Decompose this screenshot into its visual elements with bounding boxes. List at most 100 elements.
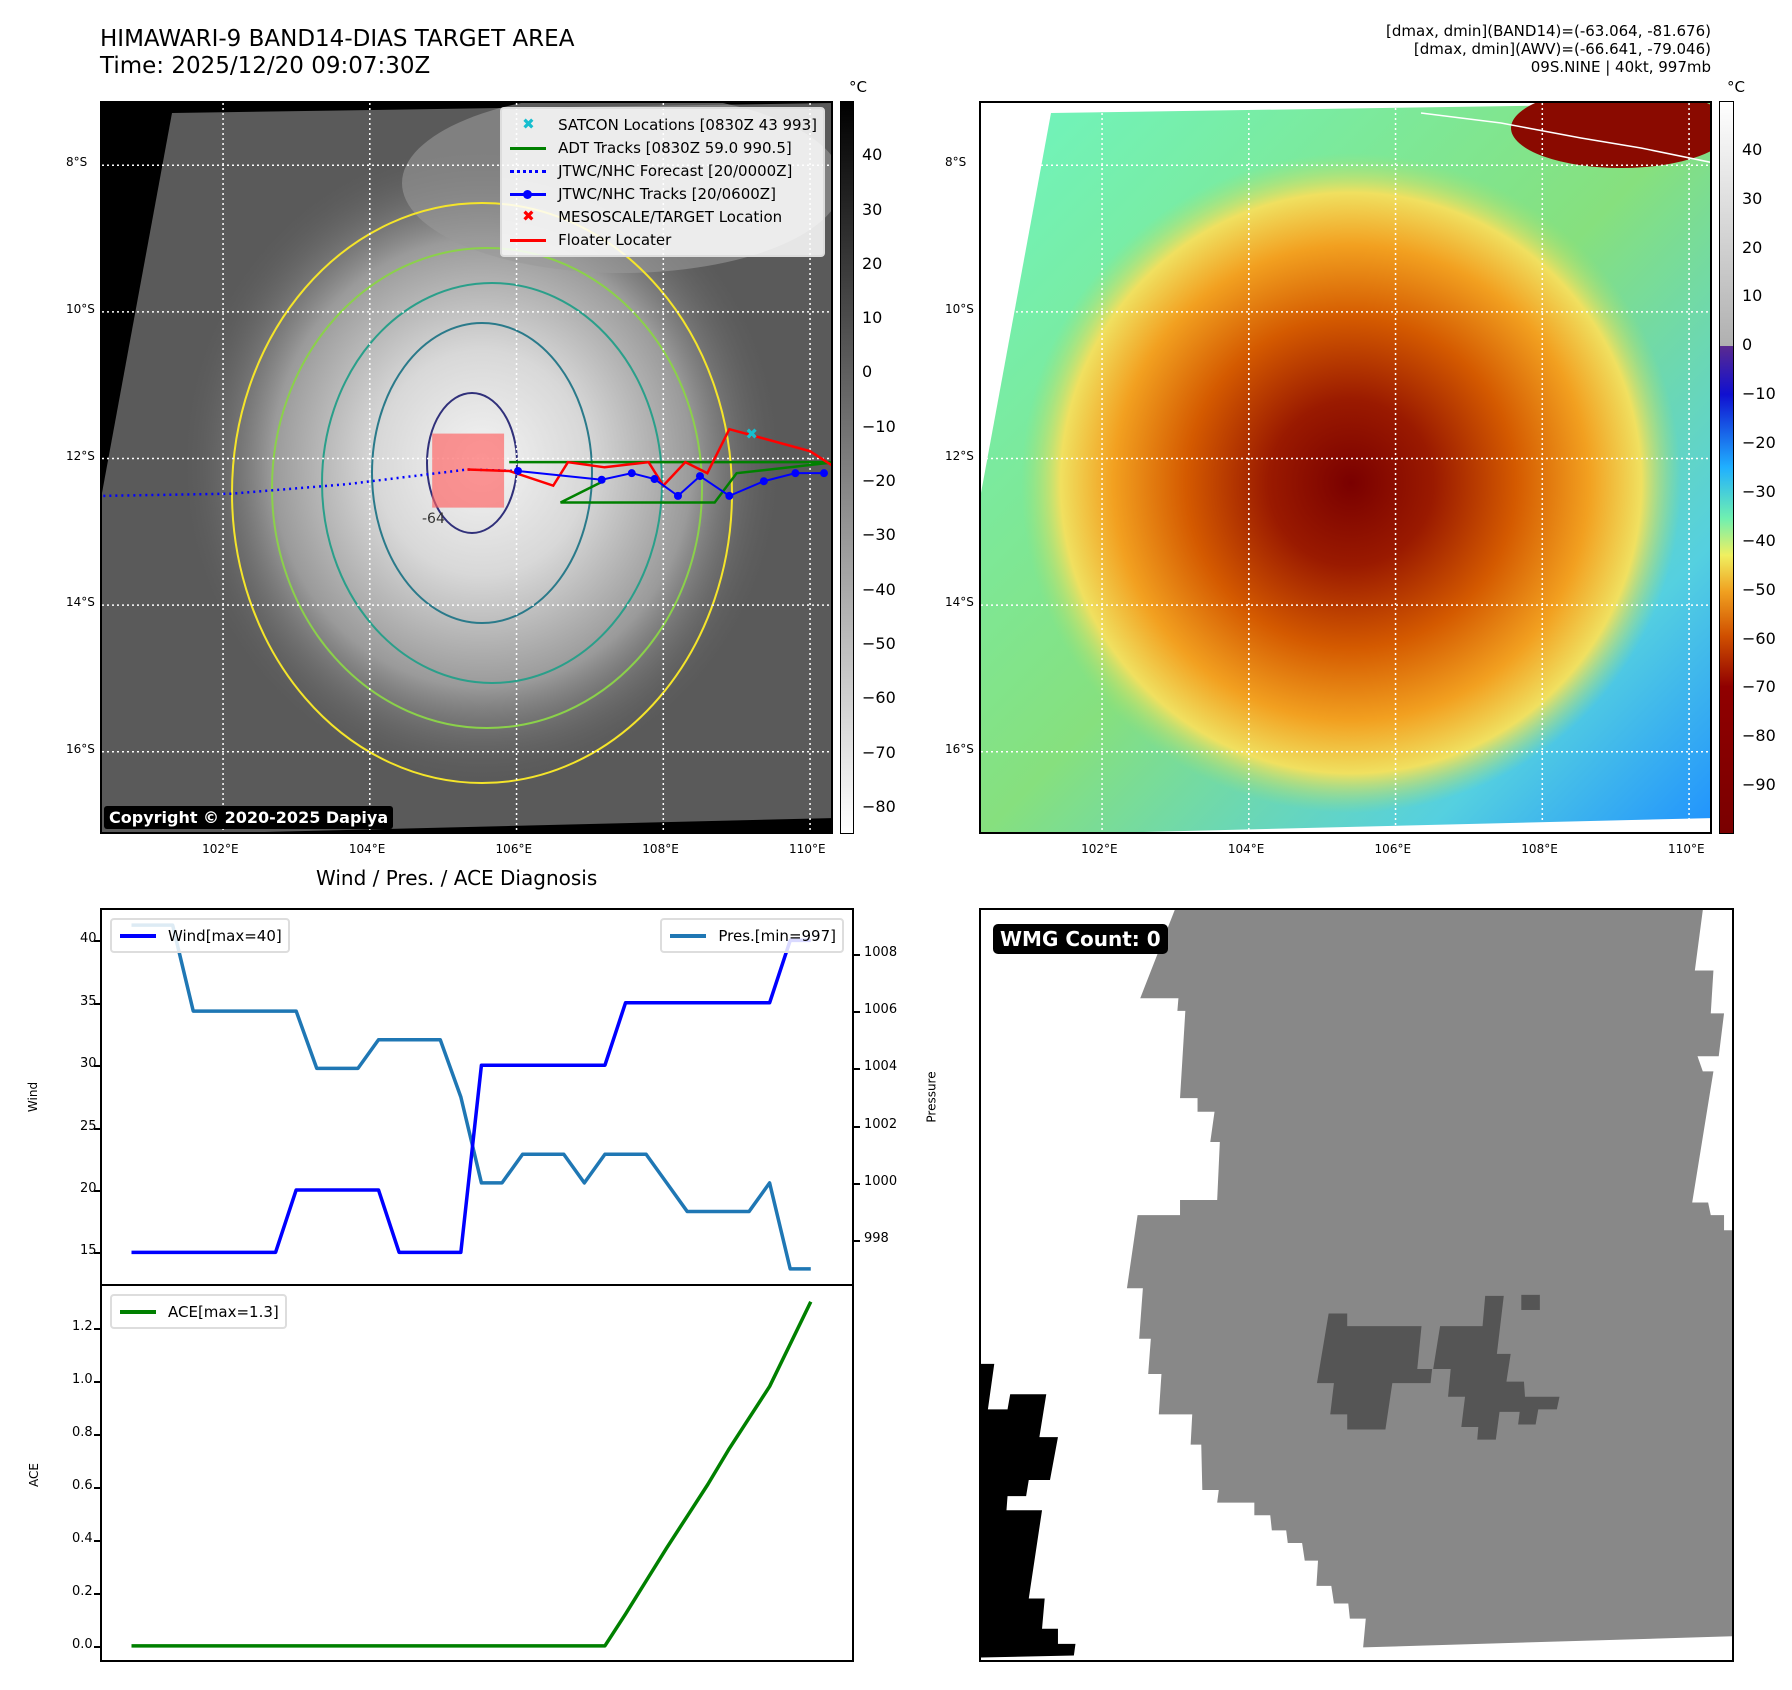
- pressure-tick-label: 1000: [864, 1173, 898, 1189]
- pressure-tick-mark: [854, 1068, 860, 1071]
- wind-axis-label: Wind: [26, 1081, 41, 1113]
- wind-tick-label: 25: [80, 1118, 97, 1134]
- line-icon: [508, 233, 548, 247]
- coastline: [1420, 112, 1710, 163]
- colorbar-tick-label: −60: [862, 688, 896, 708]
- ace-tick-label: 0.2: [72, 1583, 93, 1599]
- lat-tick-label: 8°S: [66, 155, 88, 170]
- floater-track-line: [467, 427, 831, 488]
- ace-tick-label: 0.8: [72, 1425, 93, 1441]
- right-colorbar-unit: °C: [1727, 78, 1745, 96]
- ace-legend: ACE[max=1.3]: [110, 1294, 287, 1329]
- colorbar-tick-label: 0: [1742, 335, 1753, 355]
- wind-tick-mark: [94, 1189, 100, 1192]
- legend-adt: ADT Tracks [0830Z 59.0 990.5]: [508, 136, 817, 159]
- colorbar-tick-label: −50: [862, 633, 896, 653]
- colorbar-tick-label: −70: [1742, 677, 1776, 697]
- pressure-tick-mark: [854, 953, 860, 956]
- wind-tick-mark: [94, 1127, 100, 1130]
- contour-lightgreen: [271, 247, 703, 729]
- lat-tick-label: 12°S: [66, 448, 95, 463]
- jtwc-track-point: [650, 475, 659, 484]
- ace-tick-mark: [94, 1592, 100, 1595]
- storm-cold-cloud: [1021, 153, 1681, 813]
- pressure-tick-mark: [854, 1182, 860, 1185]
- dotted-line-icon: [508, 164, 548, 178]
- ace-tick-label: 0.4: [72, 1530, 93, 1546]
- lat-tick-label: 8°S: [945, 155, 967, 170]
- colorbar-tick-label: −40: [862, 579, 896, 599]
- colorbar-tick-label: −10: [1742, 384, 1776, 404]
- line-icon: [668, 929, 708, 943]
- colorbar-tick-label: −30: [1742, 481, 1776, 501]
- legend-target: ✖ MESOSCALE/TARGET Location: [508, 205, 817, 228]
- color-map-canvas: [981, 103, 1710, 832]
- lon-tick-label: 106°E: [495, 842, 533, 856]
- pressure-legend: Pres.[min=997]: [660, 918, 844, 953]
- legend-label: ACE[max=1.3]: [168, 1302, 279, 1321]
- colorbar-tick-label: −50: [1742, 579, 1776, 599]
- line-icon: [508, 141, 548, 155]
- line-marker-icon: [508, 187, 548, 201]
- lon-tick-label: 102°E: [1081, 842, 1118, 856]
- legend-jtwc-tracks: JTWC/NHC Tracks [20/0600Z]: [508, 182, 817, 205]
- pressure-tick-label: 998: [864, 1231, 889, 1247]
- line-icon: [118, 929, 158, 943]
- ace-axis-label: ACE: [26, 1463, 41, 1487]
- wmg-warm-region: [981, 1363, 1076, 1658]
- lat-tick-label: 14°S: [945, 595, 974, 610]
- colorbar-tick-label: −40: [1742, 530, 1776, 550]
- satcon-marker: ✖: [745, 425, 758, 443]
- wind-tick-mark: [94, 1002, 100, 1005]
- ace-tick-mark: [94, 1539, 100, 1542]
- wmg-cold-region: [1316, 1313, 1433, 1430]
- colorbar-tick-label: 40: [1742, 139, 1763, 159]
- left-colorbar: [840, 101, 854, 834]
- legend-label: SATCON Locations [0830Z 43 993]: [558, 115, 817, 134]
- legend-label: Floater Locater: [558, 230, 672, 249]
- legend-label: MESOSCALE/TARGET Location: [558, 207, 783, 226]
- contour-label: -64: [422, 511, 445, 527]
- wind-line: [131, 938, 811, 1255]
- ace-line: [131, 1300, 813, 1648]
- colorbar-tick-label: 20: [862, 253, 883, 273]
- legend-label: JTWC/NHC Tracks [20/0600Z]: [558, 184, 776, 203]
- legend-label: Pres.[min=997]: [718, 926, 836, 945]
- lat-tick-label: 16°S: [66, 741, 95, 756]
- colorbar-tick-label: 30: [1742, 188, 1763, 208]
- pressure-tick-mark: [854, 1125, 860, 1128]
- colorbar-tick-label: −80: [1742, 726, 1776, 746]
- wind-pressure-chart: Wind[max=40] Pres.[min=997]: [100, 908, 854, 1286]
- awv-range: [dmax, dmin](AWV)=(-66.641, -79.046): [1413, 40, 1711, 58]
- figure-title: HIMAWARI-9 BAND14-DIAS TARGET AREA Time: …: [100, 26, 574, 80]
- x-marker-icon: ✖: [522, 206, 535, 225]
- ir-color-map: [979, 101, 1712, 834]
- ace-tick-mark: [94, 1381, 100, 1384]
- contour-darkteal: [371, 322, 593, 624]
- wind-legend: Wind[max=40]: [110, 918, 290, 953]
- x-marker-icon: ✖: [522, 114, 535, 133]
- ace-plot: [131, 1300, 813, 1648]
- legend-label: Wind[max=40]: [168, 926, 282, 945]
- pressure-tick-mark: [854, 1011, 860, 1014]
- legend-jtwc-forecast: JTWC/NHC Forecast [20/0000Z]: [508, 159, 817, 182]
- lon-tick-label: 108°E: [642, 842, 679, 856]
- jtwc-forecast-line: [102, 468, 519, 498]
- colorbar-tick-label: −20: [862, 471, 896, 491]
- jtwc-track-point: [627, 469, 636, 478]
- colorbar-tick-label: 40: [862, 145, 883, 165]
- band14-range: [dmax, dmin](BAND14)=(-63.064, -81.676): [1386, 22, 1711, 40]
- lat-tick-label: 14°S: [66, 595, 95, 610]
- graticule: [981, 103, 1710, 832]
- colorbar-tick-label: 10: [862, 308, 883, 328]
- right-colorbar: [1719, 101, 1734, 834]
- colorbar-tick-label: −80: [862, 796, 896, 816]
- ace-tick-label: 1.2: [72, 1319, 93, 1335]
- lat-tick-label: 10°S: [945, 301, 974, 316]
- colorbar-tick-label: −30: [862, 525, 896, 545]
- wmg-canvas: [981, 910, 1732, 1658]
- wind-tick-label: 15: [80, 1243, 97, 1259]
- storm-summary: 09S.NINE | 40kt, 997mb: [1530, 58, 1711, 76]
- map-legend: ✖ SATCON Locations [0830Z 43 993] ADT Tra…: [500, 107, 825, 257]
- wind-tick-label: 30: [80, 1056, 97, 1072]
